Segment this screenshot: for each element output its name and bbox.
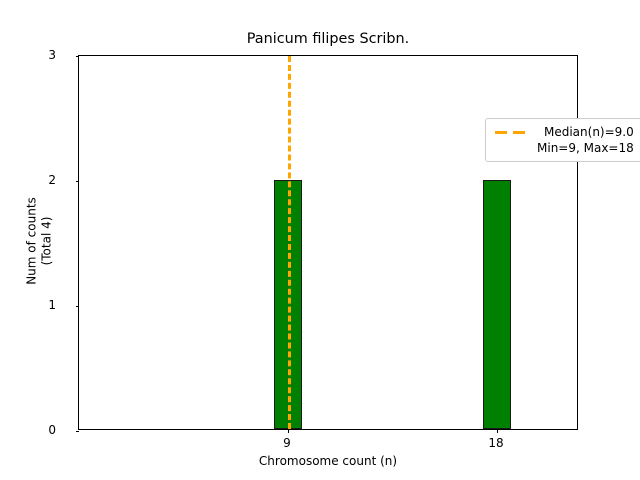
legend-entry-minmax: Min=9, Max=18 (537, 141, 634, 155)
y-axis-label-wrapper: Num of counts (Total 4) (0, 0, 54, 480)
chart-title: Panicum filipes Scribn. (246, 31, 410, 47)
ytick-label-0: 0 (48, 423, 56, 437)
median-line (288, 56, 291, 429)
ytick-label-1: 1 (48, 298, 56, 312)
y-axis-label-line1: Num of counts (24, 197, 39, 285)
legend-row: Median(n)=9.0 Min=9, Max=18 (493, 124, 634, 156)
ytick-label-3: 3 (48, 48, 56, 62)
legend-entry-median: Median(n)=9.0 (543, 125, 634, 139)
xtick-label-9: 9 (283, 436, 291, 450)
y-axis-label: Num of counts (Total 4) (25, 54, 55, 429)
ytick-label-2: 2 (48, 173, 56, 187)
xtick-mark-9 (288, 429, 289, 433)
plot-area: Median(n)=9.0 Min=9, Max=18 (75, 55, 640, 433)
ytick-mark-3 (75, 56, 79, 57)
legend-text-block: Median(n)=9.0 Min=9, Max=18 (537, 124, 634, 156)
legend: Median(n)=9.0 Min=9, Max=18 (485, 118, 640, 162)
legend-dashed-line-icon (493, 124, 529, 140)
xtick-label-18: 18 (488, 436, 504, 450)
xtick-mark-18 (497, 429, 498, 433)
ytick-mark-1 (75, 306, 79, 307)
y-axis-label-line2: (Total 4) (39, 216, 54, 266)
ytick-mark-0 (75, 431, 79, 432)
bar-18 (483, 180, 511, 429)
ytick-mark-2 (75, 181, 79, 182)
x-axis-label: Chromosome count (n) (258, 454, 398, 468)
